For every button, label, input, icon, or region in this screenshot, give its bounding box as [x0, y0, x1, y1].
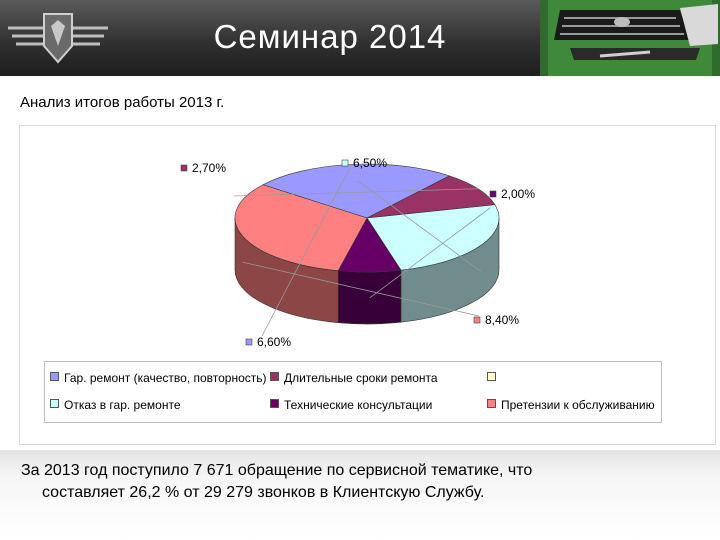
label-key	[489, 190, 497, 198]
legend-item: Технические консультации	[270, 398, 432, 412]
legend-item: Отказ в гар. ремонте	[50, 398, 181, 412]
legend-item	[487, 371, 501, 385]
legend-item: Гар. ремонт (качество, повторность)	[50, 371, 267, 385]
legend-label: Технические консультации	[284, 398, 433, 412]
data-label: 2,00%	[501, 187, 535, 201]
label-key	[245, 338, 253, 346]
legend-item: Претензии к обслуживанию	[487, 398, 655, 412]
legend-label: Гар. ремонт (качество, повторность)	[64, 371, 267, 385]
legend-swatch	[270, 399, 279, 408]
leader-line	[242, 261, 480, 317]
data-label: 6,60%	[257, 335, 291, 349]
header-banner: Семинар 2014	[0, 0, 720, 76]
page-title: Семинар 2014	[213, 18, 447, 55]
summary-line-1: За 2013 год поступило 7 671 обращение по…	[21, 462, 533, 479]
summary-line-2: составляет 26,2 % от 29 279 звонков в Кл…	[42, 484, 485, 501]
pie-chart: 6,60% 2,70% 6,50% 2,00% 8,40%	[180, 156, 535, 349]
label-key	[180, 164, 188, 172]
pie-slice	[366, 204, 500, 271]
legend-label: Отказ в гар. ремонте	[64, 398, 181, 412]
legend-swatch	[487, 399, 496, 408]
legend-swatch	[487, 372, 496, 381]
section-subtitle: Анализ итогов работы 2013 г.	[20, 94, 225, 111]
data-label: 2,70%	[192, 161, 226, 175]
label-key	[341, 159, 349, 167]
pie-slice-side	[337, 269, 402, 325]
legend-item: Длительные сроки ремонта	[270, 371, 438, 385]
leader-line	[233, 188, 479, 197]
pie-slice	[262, 163, 451, 219]
legend-swatch	[50, 399, 59, 408]
label-key	[473, 316, 481, 324]
legend-label: Претензии к обслуживанию	[501, 398, 655, 412]
chart-area: 6,60% 2,70% 6,50% 2,00% 8,40% Гар. ремонт (к…	[19, 125, 716, 445]
data-label: 6,50%	[353, 156, 387, 170]
chart-legend: Гар. ремонт (качество, повторность) Длит…	[44, 361, 662, 423]
legend-swatch	[270, 372, 279, 381]
legend-swatch	[50, 372, 59, 381]
footer-gradient	[0, 450, 720, 540]
legend-label: Длительные сроки ремонта	[284, 371, 438, 385]
leader-line	[369, 207, 491, 299]
data-label: 8,40%	[485, 313, 519, 327]
leader-line	[357, 180, 482, 272]
gaz-logo	[8, 13, 108, 64]
car-image	[540, 0, 720, 76]
summary-note: За 2013 год поступило 7 671 обращение по…	[21, 460, 711, 504]
